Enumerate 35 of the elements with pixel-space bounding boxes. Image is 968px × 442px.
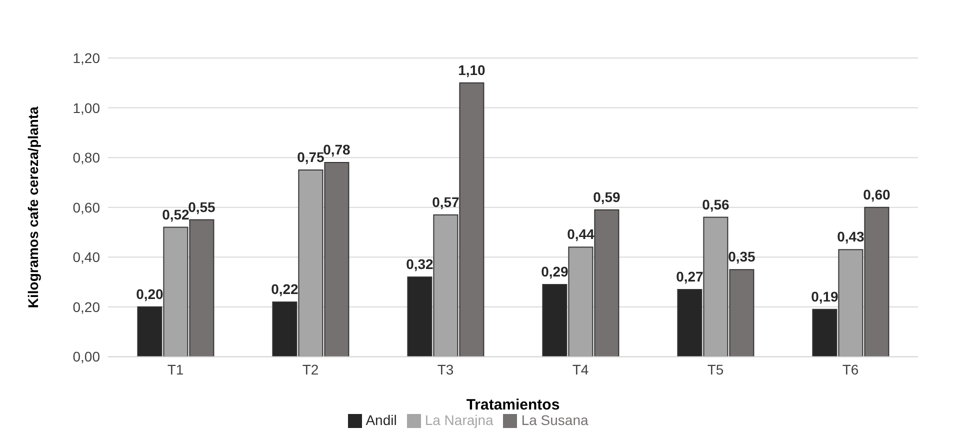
data-label: 0,59 [593,188,621,205]
x-tick-label: T6 [842,362,859,378]
y-tick-label: 0,00 [72,348,100,365]
y-tick-label: 0,20 [72,298,100,315]
data-label: 0,19 [811,288,839,304]
x-tick-label: T5 [707,362,724,378]
data-label: 0,60 [863,186,891,202]
data-label: 0,75 [297,149,325,166]
data-label: 0,52 [162,206,190,222]
legend-label: La Susana [521,412,588,428]
data-label: 1,10 [458,62,486,78]
data-label: 0,55 [188,198,216,215]
data-label: 0,27 [676,268,704,284]
x-tick-label: T1 [167,362,184,378]
data-label: 0,56 [702,196,730,212]
data-label: 0,57 [432,194,460,210]
y-tick-label: 1,20 [72,50,100,66]
x-tick-label: T3 [437,362,454,378]
y-tick-label: 0,80 [72,150,100,166]
legend-label: Andil [366,412,397,428]
data-label: 0,78 [323,142,351,158]
data-label: 0,20 [136,286,164,302]
x-tick-label: T4 [572,362,589,378]
y-tick-label: 0,40 [72,249,100,266]
data-label: 0,35 [728,248,756,265]
data-label: 0,22 [271,280,299,297]
x-axis-title: Tratamientos [466,396,560,414]
x-tick-label: T2 [302,362,319,378]
data-label: 0,43 [837,228,865,245]
legend-label: La Narajna [424,412,494,428]
data-label: 0,32 [406,256,434,272]
data-label: 0,29 [541,264,569,280]
y-tick-label: 1,00 [72,100,100,116]
y-tick-label: 0,60 [72,199,100,216]
y-axis-title: Kilogramos cafe cereza/planta [24,106,41,308]
